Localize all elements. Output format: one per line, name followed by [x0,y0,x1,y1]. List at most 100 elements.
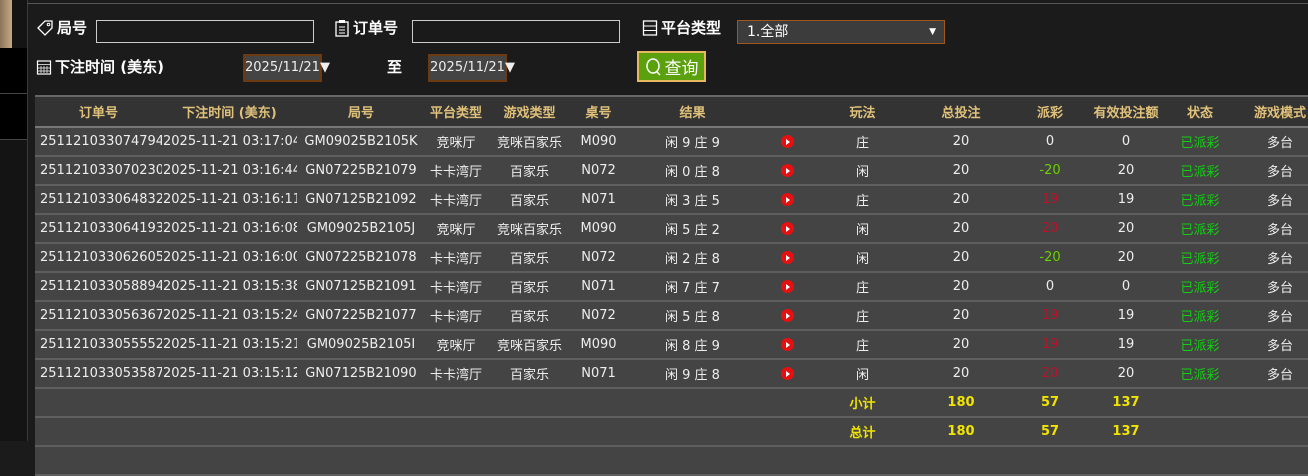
cell-result: 闲 9 庄 9 [625,127,760,157]
play-video-icon[interactable] [781,193,794,206]
cell-result: 闲 5 庄 2 [625,214,760,244]
cell-status: 已派彩 [1164,301,1236,331]
query-button[interactable]: 查询 [637,51,706,82]
cell-valid: 20 [1088,359,1164,389]
play-video-icon[interactable] [781,338,794,351]
cell [815,446,910,476]
cell-platform: 卡卡湾厅 [425,301,487,331]
order-input[interactable] [412,20,620,43]
cell-status: 已派彩 [1164,127,1236,157]
cell [625,388,760,418]
play-video-icon[interactable] [781,164,794,177]
play-video-icon[interactable] [781,135,794,148]
cell-payout: -20 [1012,156,1088,186]
play-video-icon[interactable] [781,280,794,293]
cell-order: 251121033062605 [35,243,162,273]
cell-time: 2025-11-21 03:17:04 [162,127,297,157]
table-row[interactable]: 251121033053587 2025-11-21 03:15:12 GN0712… [35,359,1308,389]
cell-valid: 0 [1088,272,1164,302]
cell-play: 庄 [815,185,910,215]
cell-platform: 竞咪厅 [425,214,487,244]
cell [35,417,162,447]
cell [35,446,162,476]
replay-cell [760,243,815,273]
cell [425,446,487,476]
cell-mode: 多台 [1236,214,1308,244]
server-icon [642,19,658,36]
cell-result: 闲 2 庄 8 [625,243,760,273]
play-video-icon[interactable] [781,251,794,264]
divider [27,3,1308,4]
cell-play: 闲 [815,156,910,186]
cell-order: 251121033058894 [35,272,162,302]
cell-valid: 0 [1088,127,1164,157]
cell [162,446,297,476]
cell-table: N071 [572,359,625,389]
date-to-picker[interactable]: 2025/11/21▼ [428,54,515,82]
table-row[interactable]: 251121033064193 2025-11-21 03:16:08 GM0902… [35,214,1308,244]
dropdown-arrow-icon: ▼ [319,60,330,75]
cell-table: N071 [572,272,625,302]
cell-bet: 20 [910,301,1012,331]
cell-time: 2025-11-21 03:16:00 [162,243,297,273]
cell-valid: 20 [1088,214,1164,244]
column-header: 游戏模式 [1236,95,1308,128]
replay-cell [760,185,815,215]
cell [162,388,297,418]
cell [487,417,572,447]
cell-bet: 20 [910,214,1012,244]
table-row[interactable]: 251121033064832 2025-11-21 03:16:11 GN0712… [35,185,1308,215]
cell-platform: 竞咪厅 [425,127,487,157]
table-row[interactable]: 251121033070230 2025-11-21 03:16:44 GN0722… [35,156,1308,186]
sidebar-tab[interactable] [0,0,12,48]
cell-bet: 20 [910,185,1012,215]
cell-mode: 多台 [1236,330,1308,360]
play-video-icon[interactable] [781,367,794,380]
tag-icon [37,19,53,36]
table-row[interactable]: 251121033062605 2025-11-21 03:16:00 GN0722… [35,243,1308,273]
cell-game: 百家乐 [487,301,572,331]
cell-order: 251121033056367 [35,301,162,331]
cell-status: 已派彩 [1164,272,1236,302]
cell-round: GN07125B21092 [297,185,425,215]
cell-platform: 卡卡湾厅 [425,185,487,215]
cell-payout: -20 [1012,243,1088,273]
cell-time: 2025-11-21 03:16:11 [162,185,297,215]
cell-result: 闲 9 庄 8 [625,359,760,389]
cell-order: 251121033064193 [35,214,162,244]
cell-result: 闲 7 庄 7 [625,272,760,302]
table-row[interactable]: 251121033056367 2025-11-21 03:15:24 GN0722… [35,301,1308,331]
cell-order: 251121033053587 [35,359,162,389]
cell-table: N072 [572,243,625,273]
platform-select[interactable]: 1.全部 ▼ [737,20,945,44]
round-input[interactable] [96,20,314,43]
cell-platform: 卡卡湾厅 [425,359,487,389]
sidebar-item[interactable] [0,48,27,94]
table-row[interactable]: 251121033055552 2025-11-21 03:15:21 GM0902… [35,330,1308,360]
total-row: 总计 180 57 137 [35,417,1308,447]
replay-cell [760,214,815,244]
cell-payout: 20 [1012,359,1088,389]
chevron-down-icon: ▼ [929,27,936,37]
play-video-icon[interactable] [781,222,794,235]
replay-cell [760,272,815,302]
sidebar-item[interactable] [0,94,27,140]
clipboard-icon [335,19,349,37]
play-video-icon[interactable] [781,309,794,322]
table-row[interactable]: 251121033074794 2025-11-21 03:17:04 GM0902… [35,127,1308,157]
column-header: 下注时间 (美东) [162,95,297,128]
cell-payout: 19 [1012,185,1088,215]
cell-time: 2025-11-21 03:15:21 [162,330,297,360]
cell-order: 251121033070230 [35,156,162,186]
cell-round: GM09025B2105J [297,214,425,244]
cell-bet: 20 [910,243,1012,273]
cell [910,446,1012,476]
column-header [760,95,815,128]
date-from-picker[interactable]: 2025/11/21▼ [243,54,330,82]
cell-table: M090 [572,214,625,244]
cell-payout: 19 [1012,330,1088,360]
cell-game: 百家乐 [487,243,572,273]
cell-valid: 20 [1088,156,1164,186]
table-row[interactable]: 251121033058894 2025-11-21 03:15:38 GN0712… [35,272,1308,302]
cell-mode: 多台 [1236,185,1308,215]
